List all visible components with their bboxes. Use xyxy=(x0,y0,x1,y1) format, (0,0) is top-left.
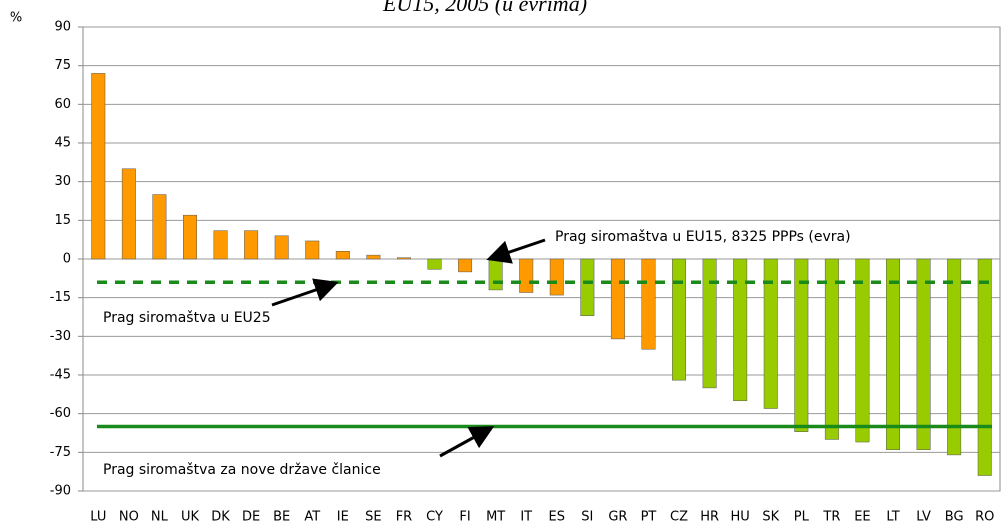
x-tick-label: MT xyxy=(486,510,505,525)
bar xyxy=(152,194,167,260)
bar xyxy=(641,258,656,350)
y-tick-label: 45 xyxy=(54,136,71,151)
y-tick-label: -60 xyxy=(50,406,71,421)
x-tick-label: TR xyxy=(822,510,840,525)
x-tick-label: FI xyxy=(459,510,470,525)
bar xyxy=(916,258,931,451)
bar xyxy=(396,257,411,260)
chart-title: EU15, 2005 (u evrima) xyxy=(382,0,587,16)
bar xyxy=(458,258,473,273)
bar xyxy=(91,73,106,260)
bar xyxy=(672,258,687,381)
bar xyxy=(213,230,228,260)
x-tick-label: LT xyxy=(886,510,899,525)
x-tick-label: ES xyxy=(549,510,565,525)
x-tick-label: DK xyxy=(211,510,230,525)
x-tick-label: RO xyxy=(975,510,994,525)
x-tick-label: FR xyxy=(396,510,413,525)
y-tick-label: 0 xyxy=(63,252,71,267)
x-tick-label: AT xyxy=(304,510,320,525)
y-tick-label: 30 xyxy=(54,174,71,189)
y-tick-label: -45 xyxy=(50,368,71,383)
x-tick-label: SI xyxy=(581,510,593,525)
bar xyxy=(855,258,870,443)
x-tick-label: PT xyxy=(641,510,657,525)
x-tick-label: NO xyxy=(119,510,139,525)
bar xyxy=(274,235,289,260)
bar xyxy=(427,258,442,270)
x-tick-label: SE xyxy=(365,510,381,525)
bar xyxy=(305,240,320,260)
x-tick-label: NL xyxy=(151,510,169,525)
x-tick-label: HR xyxy=(700,510,719,525)
y-axis-label: % xyxy=(10,11,22,26)
arrow xyxy=(271,278,339,307)
y-tick-label: 90 xyxy=(54,20,71,35)
x-tick-label: CZ xyxy=(670,510,688,525)
bar xyxy=(121,168,136,260)
x-tick-label: HU xyxy=(731,510,750,525)
annotation: Prag siromaštva u EU15, 8325 PPPs (evra) xyxy=(555,229,851,245)
y-tick-label: 75 xyxy=(54,58,71,73)
bar xyxy=(702,258,717,389)
bar xyxy=(977,258,992,476)
bar xyxy=(733,258,748,402)
x-tick-label: UK xyxy=(181,510,200,525)
arrow xyxy=(486,238,546,264)
y-tick-label: -30 xyxy=(50,329,71,344)
bar xyxy=(947,258,962,456)
y-tick-label: -75 xyxy=(50,445,71,460)
x-tick-label: SK xyxy=(762,510,779,525)
bar xyxy=(886,258,900,451)
bar xyxy=(549,258,564,296)
x-tick-label: LV xyxy=(916,510,931,525)
x-tick-label: DE xyxy=(242,510,260,525)
y-tick-label: 60 xyxy=(54,97,71,112)
x-tick-label: IT xyxy=(520,510,532,525)
x-tick-label: LU xyxy=(90,510,106,525)
x-tick-label: BE xyxy=(273,510,290,525)
y-tick-label: 15 xyxy=(54,213,71,228)
x-tick-label: GR xyxy=(608,510,627,525)
y-tick-label: -90 xyxy=(50,484,71,499)
bar xyxy=(366,254,381,260)
bar xyxy=(763,258,778,409)
bar xyxy=(794,258,809,432)
bar xyxy=(244,230,259,260)
annotation: Prag siromaštva za nove države članice xyxy=(103,462,381,478)
x-tick-label: BG xyxy=(945,510,964,525)
bar xyxy=(183,214,197,260)
x-tick-label: EE xyxy=(854,510,870,525)
x-tick-label: CY xyxy=(426,510,443,525)
bar xyxy=(488,258,503,291)
annotation: Prag siromaštva u EU25 xyxy=(103,310,271,326)
x-tick-label: PL xyxy=(794,510,810,525)
bar xyxy=(519,258,534,293)
bar xyxy=(580,258,595,316)
y-tick-label: -15 xyxy=(50,290,71,305)
bar xyxy=(610,258,625,340)
bar xyxy=(824,258,839,440)
arrow xyxy=(439,426,495,458)
x-tick-label: IE xyxy=(337,510,349,525)
bar xyxy=(335,251,350,260)
